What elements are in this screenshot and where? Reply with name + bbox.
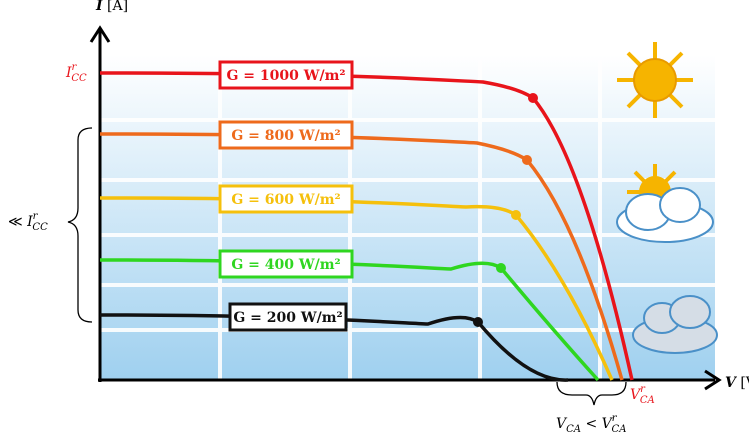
x-axis-label: V [V: [725, 375, 749, 391]
curve-label: G = 800 W/m²: [231, 128, 340, 144]
curve-label: G = 600 W/m²: [231, 192, 340, 208]
y-axis-label: I [A]: [95, 0, 128, 14]
isc-note: ≪ Ir CC: [8, 211, 48, 233]
curve-label: G = 1000 W/m²: [226, 68, 345, 84]
axes: [89, 25, 722, 391]
mpp-dot: [522, 155, 532, 165]
label-box: [218, 249, 354, 279]
label-box: [218, 184, 354, 214]
curves: G = 1000 W/m² G = 800 W/m² G = 600 W/m² G =…: [99, 60, 634, 382]
mpp-dot: [511, 210, 521, 220]
mpp-dot: [528, 93, 538, 103]
mpp-dot: [496, 263, 506, 273]
brace: [556, 381, 627, 406]
voc-note: VCA < Vr CA: [556, 413, 626, 435]
curve-label: G = 200 W/m²: [233, 310, 342, 326]
cloud: [632, 295, 718, 354]
isc-ref-label: Ir CC: [65, 62, 87, 84]
sun: [617, 42, 693, 118]
label-box: [228, 302, 348, 332]
brace: [67, 127, 93, 323]
label-box: [218, 60, 354, 90]
curve-label: G = 400 W/m²: [231, 257, 340, 273]
background: [100, 55, 715, 380]
sun-cloud: [616, 164, 714, 243]
voc-ref-label: Vr CA: [630, 384, 655, 406]
label-box: [218, 120, 354, 150]
mpp-dot: [473, 317, 483, 327]
